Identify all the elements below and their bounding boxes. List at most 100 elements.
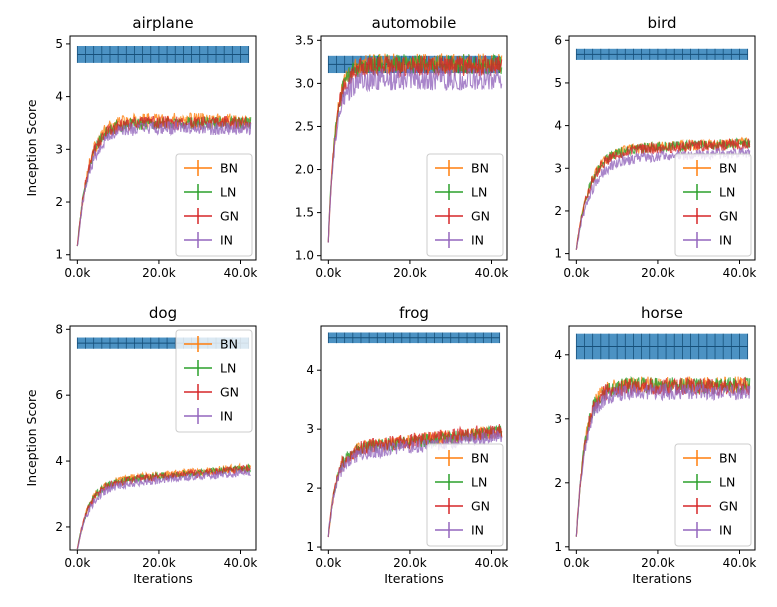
panel-title: horse <box>641 304 683 322</box>
legend-label-GN: GN <box>471 499 490 514</box>
legend-label-BN: BN <box>220 337 238 352</box>
legend-label-LN: LN <box>471 475 487 490</box>
legend-label-LN: LN <box>719 475 735 490</box>
y-tick-label: 4 <box>554 348 562 362</box>
legend-box <box>175 153 253 257</box>
y-tick-label: 3 <box>554 161 562 175</box>
y-tick-label: 5 <box>55 37 63 51</box>
y-tick-label: 4 <box>306 363 314 377</box>
y-tick-label: 2 <box>554 204 562 218</box>
y-tick-label: 3.0 <box>295 76 314 90</box>
y-tick-label: 1 <box>554 540 562 554</box>
plot-area <box>327 53 503 243</box>
y-axis-label: Inception Score <box>24 389 39 486</box>
panel-title: automobile <box>372 14 457 32</box>
x-tick-label: 40.0k <box>723 266 757 280</box>
x-axis-label: Iterations <box>133 571 193 586</box>
x-tick-label: 0.0k <box>563 266 589 280</box>
series-line-IN <box>575 382 751 537</box>
y-tick-label: 1.0 <box>295 249 314 263</box>
x-tick-label: 40.0k <box>224 266 258 280</box>
legend-label-BN: BN <box>471 451 489 466</box>
legend-label-GN: GN <box>471 209 490 224</box>
y-tick-label: 1 <box>306 540 314 554</box>
legend-label-GN: GN <box>719 499 738 514</box>
axes-frame <box>320 325 508 551</box>
legend-box <box>426 153 504 257</box>
axes-frame <box>568 325 756 551</box>
plot-area <box>327 332 503 538</box>
legend-label-IN: IN <box>220 233 233 248</box>
x-tick-label: 40.0k <box>475 556 509 570</box>
panel-automobile: automobile 0.0k 20.0k 40.0k 1.0 1.5 2.0 2.5 3.0 3… <box>295 14 508 280</box>
y-tick-label: 4 <box>55 90 63 104</box>
y-axis-label: Inception Score <box>24 99 39 196</box>
x-axis-label: Iterations <box>632 571 692 586</box>
panel-title: bird <box>647 14 676 32</box>
legend-box <box>426 443 504 547</box>
legend-box <box>674 153 752 257</box>
panel-airplane: airplane 0.0k 20.0k 40.0k 1 2 3 4 5 Inception Sco… <box>24 14 257 280</box>
series-line-GN <box>575 137 751 250</box>
x-tick-label: 20.0k <box>641 556 675 570</box>
x-tick-label: 20.0k <box>393 556 427 570</box>
legend-label-BN: BN <box>471 161 489 176</box>
y-tick-label: 6 <box>554 33 562 47</box>
x-tick-label: 40.0k <box>475 266 509 280</box>
x-tick-label: 40.0k <box>723 556 757 570</box>
y-tick-label: 2 <box>55 520 63 534</box>
y-tick-label: 3.5 <box>295 33 314 47</box>
legend-label-GN: GN <box>220 385 239 400</box>
y-tick-label: 2 <box>306 481 314 495</box>
series-line-GN <box>327 423 503 538</box>
x-tick-label: 20.0k <box>641 266 675 280</box>
x-tick-label: 0.0k <box>64 266 90 280</box>
legend: BN LN GN IN <box>426 153 504 257</box>
legend: BN LN GN IN <box>175 153 253 257</box>
y-tick-label: 8 <box>55 322 63 336</box>
legend-label-LN: LN <box>220 185 236 200</box>
y-tick-label: 1 <box>554 247 562 261</box>
axes-frame <box>69 325 257 551</box>
y-tick-label: 2 <box>554 476 562 490</box>
x-tick-label: 20.0k <box>142 556 176 570</box>
x-tick-label: 0.0k <box>315 266 341 280</box>
plot-area <box>575 333 751 537</box>
legend-label-LN: LN <box>220 361 236 376</box>
axes-frame <box>320 35 508 261</box>
legend-label-LN: LN <box>471 185 487 200</box>
legend-label-IN: IN <box>719 233 732 248</box>
y-tick-label: 2.0 <box>295 163 314 177</box>
panel-dog: dog 0.0k 20.0k 40.0k 2 4 6 8 Inception Score Iter… <box>24 304 257 586</box>
legend-label-GN: GN <box>719 209 738 224</box>
y-tick-label: 5 <box>554 76 562 90</box>
y-tick-label: 6 <box>55 388 63 402</box>
y-tick-label: 3 <box>55 142 63 156</box>
x-axis-label: Iterations <box>384 571 444 586</box>
axes-frame <box>568 35 756 261</box>
legend-label-BN: BN <box>719 161 737 176</box>
axes-frame <box>69 35 257 261</box>
panel-bird: bird 0.0k 20.0k 40.0k 1 2 3 4 5 6 BN LN GN IN <box>554 14 756 280</box>
legend-label-BN: BN <box>719 451 737 466</box>
series-line-IN <box>76 468 251 550</box>
panel-horse: horse 0.0k 20.0k 40.0k 1 2 3 4 Iterations BN LN GN I… <box>554 304 756 586</box>
x-tick-label: 0.0k <box>563 556 589 570</box>
plot-area <box>575 48 751 250</box>
legend-box <box>175 329 253 433</box>
y-tick-label: 1 <box>55 248 63 262</box>
legend: BN LN GN IN <box>674 153 752 257</box>
x-tick-label: 40.0k <box>224 556 258 570</box>
legend-box <box>674 443 752 547</box>
legend: BN LN GN IN <box>426 443 504 547</box>
legend: BN LN GN IN <box>674 443 752 547</box>
legend-label-IN: IN <box>220 409 233 424</box>
series-line-IN <box>327 428 503 538</box>
panel-title: dog <box>149 304 177 322</box>
panel-frog: frog 0.0k 20.0k 40.0k 1 2 3 4 Iterations BN LN GN IN <box>306 304 508 586</box>
plot-area <box>76 46 252 247</box>
x-tick-label: 20.0k <box>142 266 176 280</box>
legend-label-LN: LN <box>719 185 735 200</box>
legend-label-GN: GN <box>220 209 239 224</box>
